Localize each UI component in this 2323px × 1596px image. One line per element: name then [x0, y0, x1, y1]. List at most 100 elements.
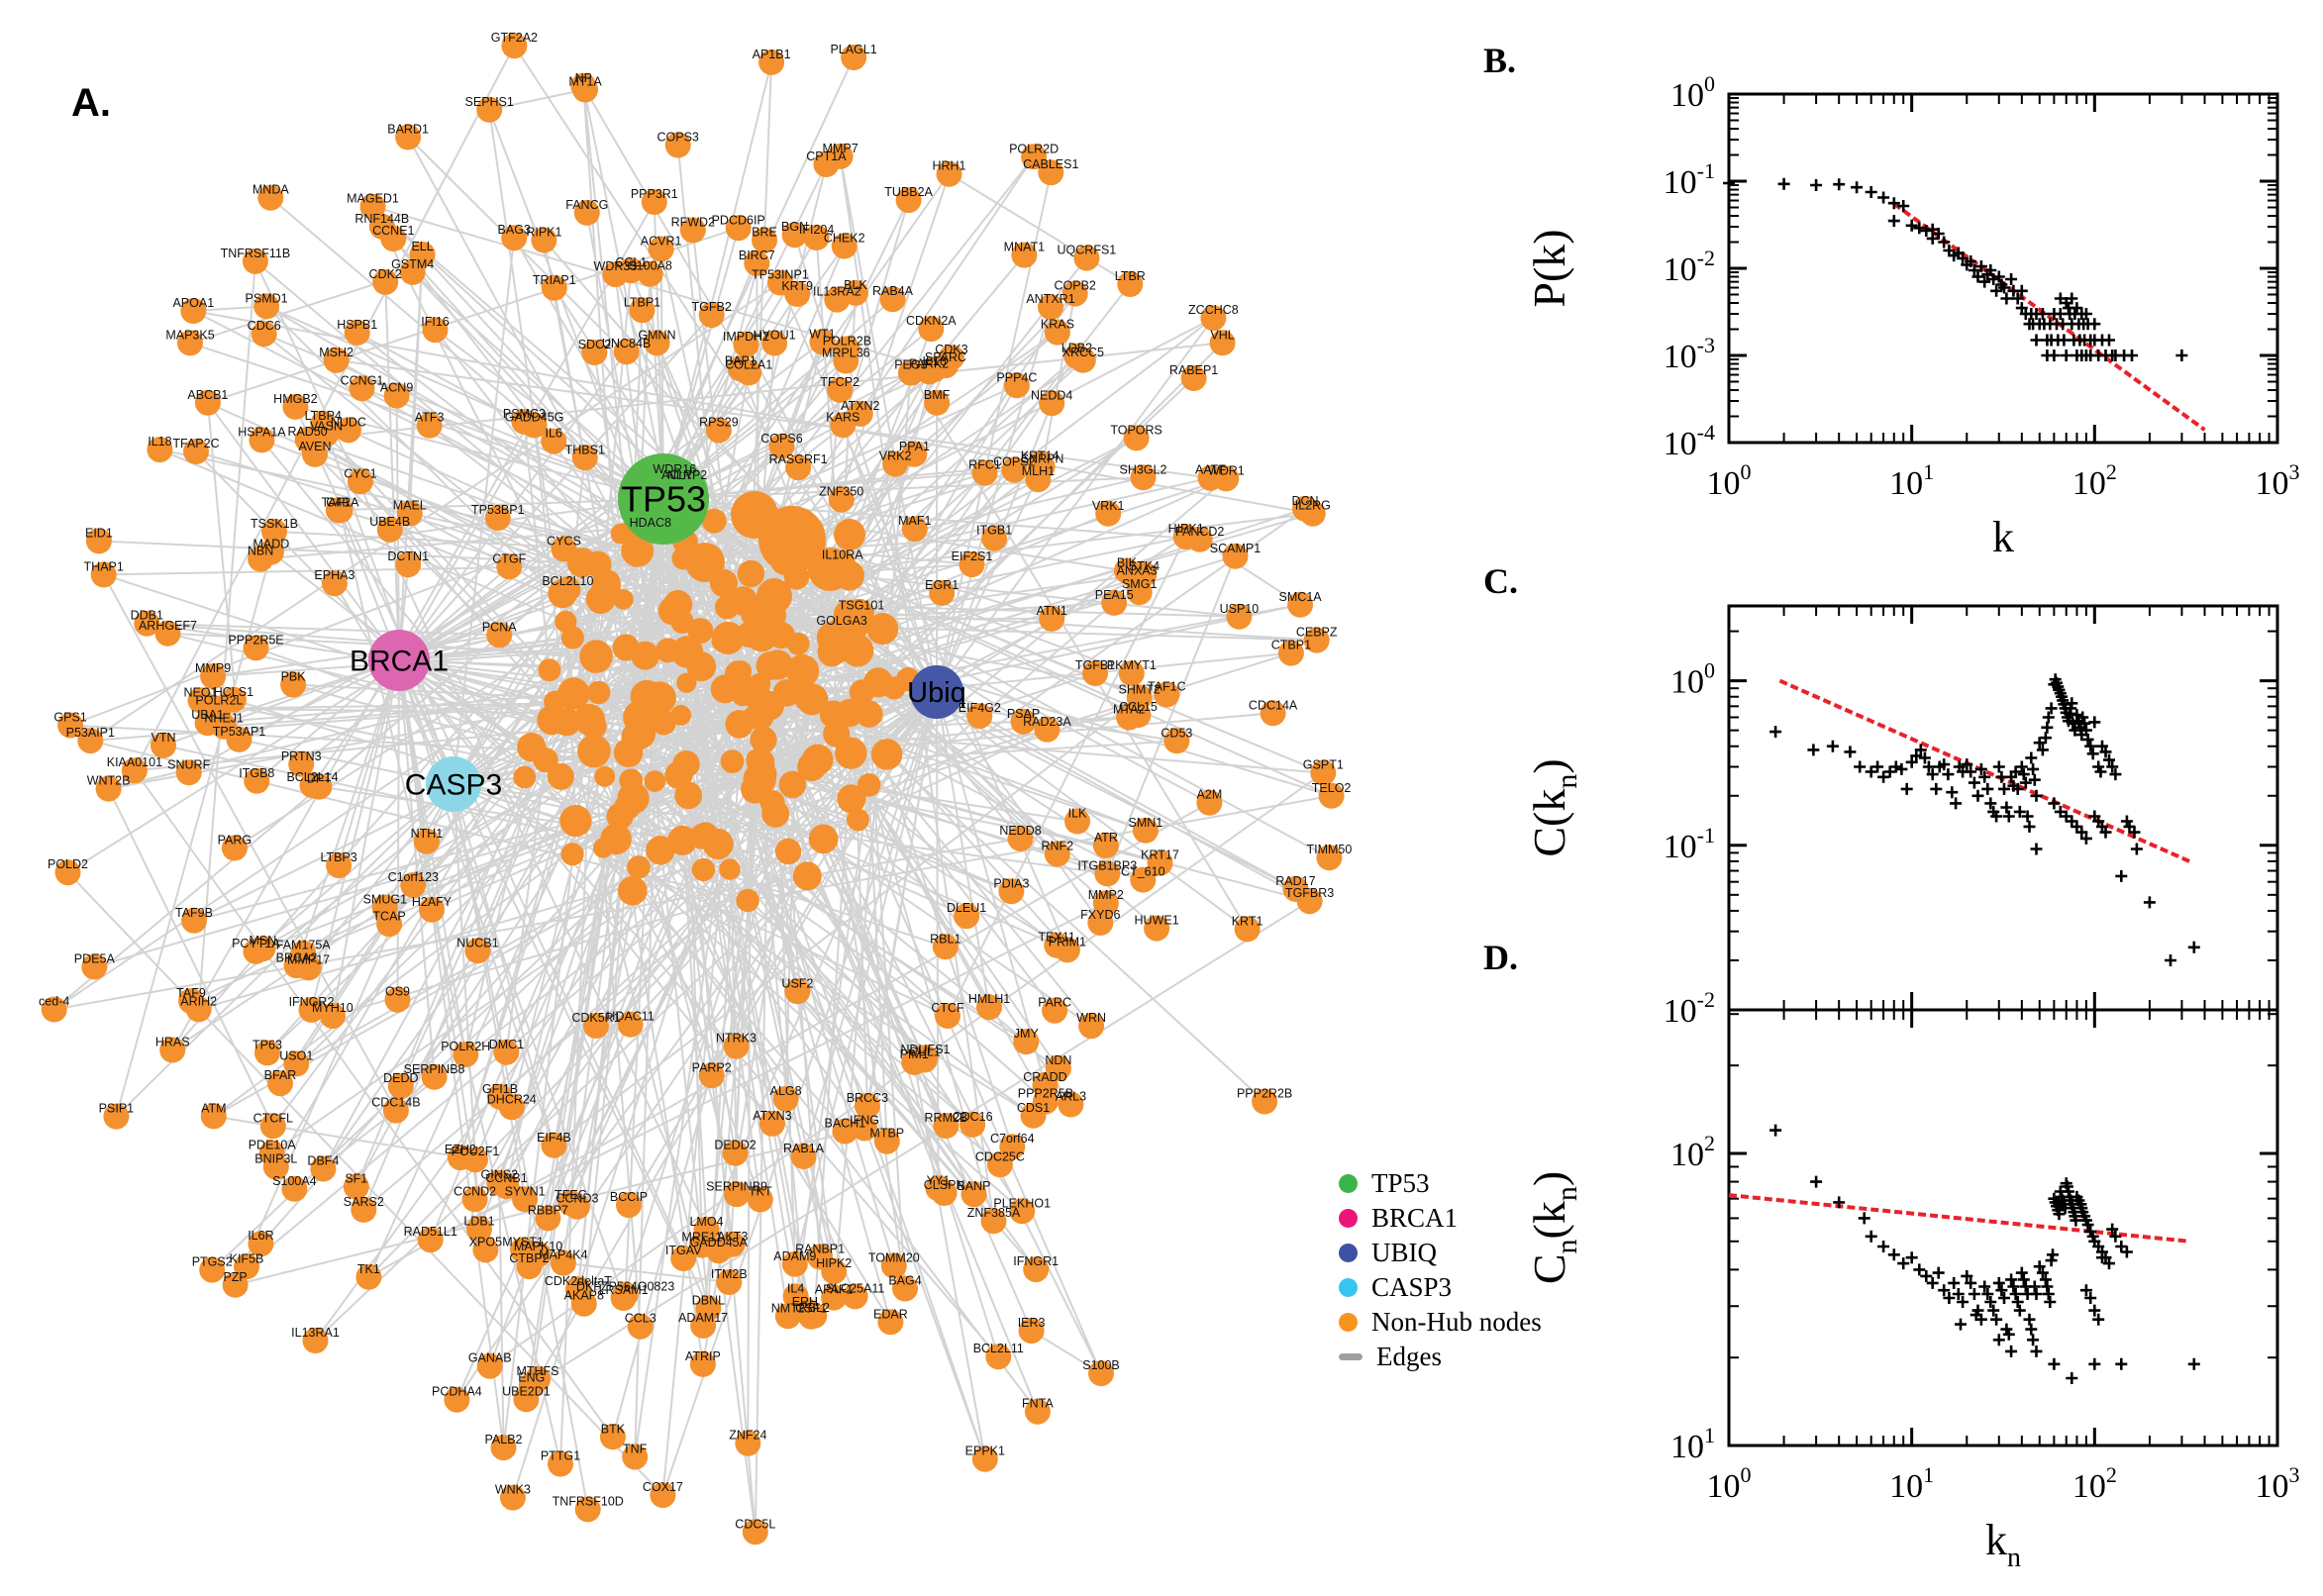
non-hub-node — [1001, 456, 1028, 483]
gene-label: EIF2S1 — [952, 549, 993, 563]
non-hub-node — [857, 773, 881, 797]
gene-label: EIF4B — [537, 1131, 571, 1145]
non-hub-node — [302, 441, 328, 467]
non-hub-node — [834, 519, 865, 550]
non-hub-node — [985, 1344, 1012, 1370]
gene-label: YY1 — [927, 1173, 951, 1187]
gene-label: AATF — [1195, 463, 1226, 477]
gene-label: BCCIP — [610, 1190, 648, 1204]
gene-label: KRT1 — [1232, 914, 1263, 928]
non-hub-node — [187, 687, 214, 714]
gene-label: PSMD1 — [246, 291, 288, 305]
gene-label: PIM1 — [900, 1047, 929, 1061]
gene-label: IMPDH2 — [723, 330, 769, 344]
gene-label: CTCF — [931, 1001, 964, 1015]
non-hub-node — [701, 508, 727, 534]
gene-label: IFNG — [850, 1114, 879, 1128]
casp3-dot-icon — [1339, 1278, 1358, 1297]
non-hub-node — [1101, 589, 1128, 616]
non-hub-node — [1088, 1360, 1114, 1387]
x-axis-title: kn — [1985, 1516, 2021, 1573]
non-hub-node — [581, 340, 608, 365]
non-hub-node — [259, 1113, 286, 1140]
gene-label: SHMT2 — [1119, 682, 1161, 696]
gene-label: COPS6 — [760, 432, 802, 446]
gene-label: AKAP8 — [564, 1289, 604, 1303]
gene-label: MNDA — [252, 183, 289, 197]
gene-label: CDC16 — [953, 1110, 993, 1124]
gene-label: PEA15 — [1095, 588, 1134, 602]
non-hub-node — [731, 491, 778, 539]
non-hub-node — [343, 1173, 369, 1200]
non-hub-node — [1010, 708, 1037, 735]
legend-label: BRCA1 — [1371, 1203, 1459, 1233]
gene-label: ARL3 — [1056, 1090, 1086, 1104]
gene-label: TP53INP1 — [752, 268, 809, 282]
gene-label: IL2RG — [1295, 499, 1331, 513]
gene-label: BRCA2 — [276, 950, 318, 964]
non-hub-node — [676, 672, 697, 693]
non-hub-node — [932, 934, 959, 960]
gene-label: VHL — [1210, 328, 1234, 342]
non-hub-node — [1316, 845, 1343, 871]
gene-label: IL18 — [148, 435, 171, 449]
gene-label: EGR1 — [925, 578, 959, 592]
gene-label: LTBP1 — [624, 295, 660, 309]
network-nodes — [41, 33, 1345, 1546]
non-hub-node — [744, 684, 772, 712]
hub-node-tp53 — [618, 453, 709, 545]
gene-label: PARC — [1038, 996, 1071, 1010]
non-hub-node — [880, 1252, 907, 1279]
gene-label: MRPL36 — [822, 347, 870, 360]
gene-label: CDC6 — [248, 319, 281, 333]
gene-label: CDS1 — [1017, 1101, 1050, 1115]
non-hub-node — [579, 640, 613, 673]
non-hub-node — [877, 1309, 904, 1336]
non-hub-node — [538, 658, 561, 682]
gene-label: WNT2B — [87, 774, 131, 788]
gene-label: EIF4G2 — [959, 701, 1001, 715]
gene-label: MYST1 — [502, 1235, 544, 1248]
gene-label: ITGAV — [665, 1244, 702, 1257]
non-hub-node — [829, 639, 853, 662]
non-hub-node — [395, 551, 422, 578]
non-hub-node — [1180, 365, 1207, 391]
non-hub-node — [1144, 915, 1170, 942]
non-hub-node — [180, 298, 207, 324]
x-tick-label: 100 — [1707, 1462, 1752, 1505]
non-hub-node — [557, 1190, 584, 1217]
non-hub-node — [513, 765, 537, 789]
gene-label: PPP3R1 — [631, 187, 678, 201]
gene-label: RIPK1 — [526, 226, 561, 240]
non-hub-node — [103, 1103, 130, 1130]
non-hub-node — [1007, 825, 1034, 851]
hub-label-brca1: BRCA1 — [350, 646, 449, 678]
non-hub-node — [911, 1047, 938, 1073]
gene-label: CUL1 — [909, 1046, 941, 1059]
y-tick-label: 102 — [1670, 1131, 1715, 1173]
non-hub-node — [564, 1276, 591, 1303]
non-hub-node — [347, 468, 373, 495]
non-hub-node — [960, 1181, 987, 1208]
non-hub-node — [802, 744, 834, 776]
gene-label: DMC1 — [489, 1038, 524, 1051]
non-hub-node — [746, 748, 766, 769]
non-hub-node — [1296, 888, 1323, 915]
gene-label: ZNF24 — [729, 1429, 766, 1443]
gene-label: GADD45A — [690, 1236, 749, 1249]
non-hub-node — [243, 635, 269, 661]
gene-label: FAM175A — [276, 939, 332, 952]
non-hub-node — [827, 376, 854, 403]
panel-label-a: A. — [71, 81, 111, 125]
x-tick-label: 103 — [2256, 459, 2300, 502]
gene-label: ARHGEF7 — [139, 619, 197, 633]
gene-label: C7orf64 — [990, 1132, 1035, 1146]
non-hub-node — [742, 1519, 768, 1546]
non-hub-node — [897, 359, 924, 386]
gene-label: RFC1 — [968, 458, 1001, 472]
gene-label: EZH2 — [445, 1143, 476, 1156]
gene-label: H2AFY — [412, 895, 453, 909]
gene-label: PARG — [218, 834, 252, 848]
non-hub-node — [417, 1227, 444, 1253]
non-hub-node — [622, 1444, 649, 1470]
